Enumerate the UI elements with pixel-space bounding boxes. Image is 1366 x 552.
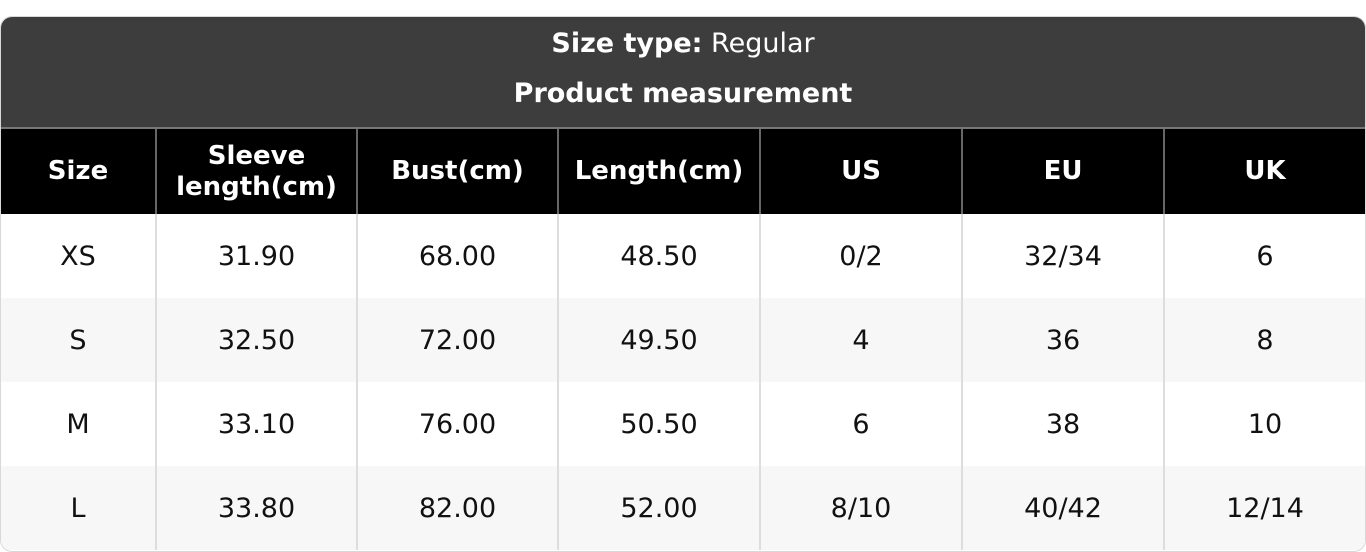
- measurement-table: Size Sleeve length(cm) Bust(cm) Length(cm) U…: [1, 129, 1365, 550]
- table-cell: 48.50: [557, 214, 760, 298]
- table-cell: S: [1, 298, 156, 382]
- table-cell: 49.50: [557, 298, 760, 382]
- table-cell: 32/34: [961, 214, 1164, 298]
- size-type: Size type: Regular: [1, 17, 1365, 73]
- table-cell: 6: [1163, 214, 1365, 298]
- table-cell: 50.50: [557, 382, 760, 466]
- column-header: Size: [1, 129, 156, 214]
- table-cell: 0/2: [759, 214, 962, 298]
- column-header: EU: [961, 129, 1164, 214]
- table-cell: 76.00: [356, 382, 558, 466]
- table-cell: 4: [759, 298, 962, 382]
- table-cell: 8/10: [759, 466, 962, 550]
- table-cell: M: [66, 408, 90, 440]
- size-chart: Size type: Regular Product measurement S…: [0, 16, 1366, 552]
- table-cell: 52.00: [557, 466, 760, 550]
- table-cell: 33.80: [155, 466, 357, 550]
- subtitle: Product measurement: [513, 78, 853, 109]
- table-row: XS 31.90 68.00 48.50 0/2 32/34 6: [1, 214, 1365, 298]
- column-header: Sleeve length(cm): [155, 129, 357, 214]
- header-row: Size Sleeve length(cm) Bust(cm) Length(cm) U…: [1, 129, 1365, 214]
- table-cell: L: [1, 466, 156, 550]
- table-cell: 8: [1163, 298, 1365, 382]
- size-type-label: Size type:: [551, 28, 703, 59]
- column-header: UK: [1163, 129, 1365, 214]
- table-cell: 12/14: [1163, 466, 1365, 550]
- table-row: L 33.80 82.00 52.00 8/10 40/42 12/14: [1, 466, 1365, 550]
- table-cell: 40/42: [961, 466, 1164, 550]
- table-row: S 32.50 72.00 49.50 4 36 8: [1, 298, 1365, 382]
- table-cell: 10: [1163, 382, 1365, 466]
- column-header: Length(cm): [557, 129, 760, 214]
- table-row: M 33.10 76.00 50.50 6 38 10: [1, 382, 1365, 466]
- table-cell: 31.90: [155, 214, 357, 298]
- column-header: US: [759, 129, 962, 214]
- size-type-value: Regular: [711, 28, 815, 59]
- column-header: Bust(cm): [356, 129, 558, 214]
- table-cell: 6: [759, 382, 962, 466]
- table-cell: 68.00: [356, 214, 558, 298]
- table-cell: 32.50: [155, 298, 357, 382]
- table-cell: 38: [961, 382, 1164, 466]
- table-cell: 82.00: [356, 466, 558, 550]
- size-chart-header: Size type: Regular Product measurement: [1, 17, 1365, 129]
- table-cell: 36: [961, 298, 1164, 382]
- table-cell: 33.10: [155, 382, 357, 466]
- table-cell: 72.00: [356, 298, 558, 382]
- table-cell: XS: [60, 240, 96, 272]
